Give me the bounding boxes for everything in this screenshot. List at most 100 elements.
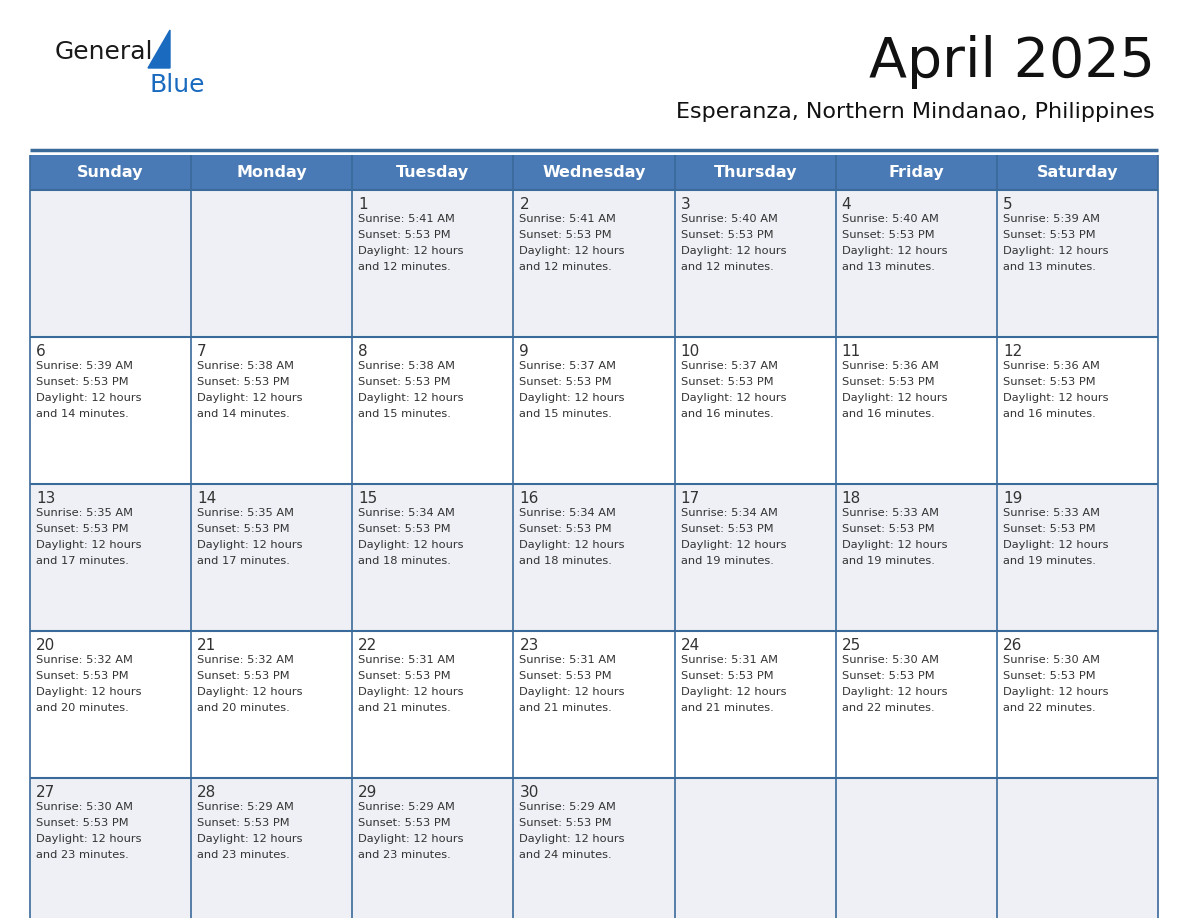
Text: Sunrise: 5:35 AM: Sunrise: 5:35 AM xyxy=(197,508,295,518)
Text: 21: 21 xyxy=(197,638,216,653)
Text: and 14 minutes.: and 14 minutes. xyxy=(36,409,128,419)
Text: Daylight: 12 hours: Daylight: 12 hours xyxy=(1003,246,1108,256)
Text: Sunrise: 5:29 AM: Sunrise: 5:29 AM xyxy=(197,802,293,812)
Text: and 12 minutes.: and 12 minutes. xyxy=(519,262,612,272)
Text: Daylight: 12 hours: Daylight: 12 hours xyxy=(681,246,786,256)
Text: and 23 minutes.: and 23 minutes. xyxy=(359,850,451,860)
Text: and 17 minutes.: and 17 minutes. xyxy=(197,556,290,566)
Text: Daylight: 12 hours: Daylight: 12 hours xyxy=(1003,393,1108,403)
Text: Sunrise: 5:35 AM: Sunrise: 5:35 AM xyxy=(36,508,133,518)
Text: Daylight: 12 hours: Daylight: 12 hours xyxy=(519,687,625,697)
Text: Daylight: 12 hours: Daylight: 12 hours xyxy=(519,540,625,550)
Text: Sunrise: 5:29 AM: Sunrise: 5:29 AM xyxy=(519,802,617,812)
Text: Sunset: 5:53 PM: Sunset: 5:53 PM xyxy=(359,230,451,240)
Text: Daylight: 12 hours: Daylight: 12 hours xyxy=(1003,540,1108,550)
Text: 16: 16 xyxy=(519,491,539,506)
Text: Tuesday: Tuesday xyxy=(397,165,469,180)
Text: and 22 minutes.: and 22 minutes. xyxy=(842,703,934,713)
Text: Daylight: 12 hours: Daylight: 12 hours xyxy=(197,540,303,550)
Text: Daylight: 12 hours: Daylight: 12 hours xyxy=(842,687,947,697)
Bar xyxy=(30,631,1158,778)
Text: Sunset: 5:53 PM: Sunset: 5:53 PM xyxy=(1003,230,1095,240)
Text: Sunset: 5:53 PM: Sunset: 5:53 PM xyxy=(519,671,612,681)
Text: Sunrise: 5:39 AM: Sunrise: 5:39 AM xyxy=(1003,214,1100,224)
Text: Sunset: 5:53 PM: Sunset: 5:53 PM xyxy=(842,230,934,240)
Text: Sunrise: 5:37 AM: Sunrise: 5:37 AM xyxy=(681,361,778,371)
Polygon shape xyxy=(148,30,170,68)
Text: Sunset: 5:53 PM: Sunset: 5:53 PM xyxy=(842,671,934,681)
Text: 28: 28 xyxy=(197,785,216,800)
Text: and 16 minutes.: and 16 minutes. xyxy=(1003,409,1095,419)
Text: Sunset: 5:53 PM: Sunset: 5:53 PM xyxy=(519,377,612,387)
Text: Sunset: 5:53 PM: Sunset: 5:53 PM xyxy=(1003,377,1095,387)
Text: 18: 18 xyxy=(842,491,861,506)
Text: Sunset: 5:53 PM: Sunset: 5:53 PM xyxy=(36,377,128,387)
Text: 14: 14 xyxy=(197,491,216,506)
Text: Sunset: 5:53 PM: Sunset: 5:53 PM xyxy=(681,671,773,681)
Text: 4: 4 xyxy=(842,197,852,212)
Text: and 14 minutes.: and 14 minutes. xyxy=(197,409,290,419)
Text: Sunrise: 5:38 AM: Sunrise: 5:38 AM xyxy=(359,361,455,371)
Text: and 19 minutes.: and 19 minutes. xyxy=(1003,556,1095,566)
Text: Daylight: 12 hours: Daylight: 12 hours xyxy=(1003,687,1108,697)
Text: Sunset: 5:53 PM: Sunset: 5:53 PM xyxy=(1003,671,1095,681)
Text: Sunset: 5:53 PM: Sunset: 5:53 PM xyxy=(681,230,773,240)
Text: 5: 5 xyxy=(1003,197,1012,212)
Text: 17: 17 xyxy=(681,491,700,506)
Text: Sunset: 5:53 PM: Sunset: 5:53 PM xyxy=(359,818,451,828)
Text: 6: 6 xyxy=(36,344,46,359)
Text: General: General xyxy=(55,40,153,64)
Text: 8: 8 xyxy=(359,344,368,359)
Text: Daylight: 12 hours: Daylight: 12 hours xyxy=(681,687,786,697)
Text: and 23 minutes.: and 23 minutes. xyxy=(36,850,128,860)
Text: 29: 29 xyxy=(359,785,378,800)
Text: Sunset: 5:53 PM: Sunset: 5:53 PM xyxy=(197,524,290,534)
Text: Daylight: 12 hours: Daylight: 12 hours xyxy=(197,393,303,403)
Text: Daylight: 12 hours: Daylight: 12 hours xyxy=(36,687,141,697)
Text: Monday: Monday xyxy=(236,165,307,180)
Text: Sunset: 5:53 PM: Sunset: 5:53 PM xyxy=(36,671,128,681)
Text: Sunrise: 5:31 AM: Sunrise: 5:31 AM xyxy=(519,655,617,665)
Text: 11: 11 xyxy=(842,344,861,359)
Text: Sunset: 5:53 PM: Sunset: 5:53 PM xyxy=(519,524,612,534)
Text: Daylight: 12 hours: Daylight: 12 hours xyxy=(519,393,625,403)
Text: Sunrise: 5:33 AM: Sunrise: 5:33 AM xyxy=(842,508,939,518)
Text: Sunrise: 5:38 AM: Sunrise: 5:38 AM xyxy=(197,361,295,371)
Text: 3: 3 xyxy=(681,197,690,212)
Text: and 21 minutes.: and 21 minutes. xyxy=(519,703,612,713)
Text: Sunset: 5:53 PM: Sunset: 5:53 PM xyxy=(359,524,451,534)
Text: Daylight: 12 hours: Daylight: 12 hours xyxy=(519,246,625,256)
Text: Sunrise: 5:36 AM: Sunrise: 5:36 AM xyxy=(1003,361,1100,371)
Text: and 20 minutes.: and 20 minutes. xyxy=(197,703,290,713)
Text: Daylight: 12 hours: Daylight: 12 hours xyxy=(359,687,463,697)
Text: Sunset: 5:53 PM: Sunset: 5:53 PM xyxy=(359,377,451,387)
Text: 26: 26 xyxy=(1003,638,1022,653)
Text: Sunrise: 5:40 AM: Sunrise: 5:40 AM xyxy=(842,214,939,224)
Text: and 21 minutes.: and 21 minutes. xyxy=(359,703,451,713)
Text: Thursday: Thursday xyxy=(713,165,797,180)
Text: Sunrise: 5:32 AM: Sunrise: 5:32 AM xyxy=(36,655,133,665)
Text: Sunrise: 5:31 AM: Sunrise: 5:31 AM xyxy=(359,655,455,665)
Text: Sunset: 5:53 PM: Sunset: 5:53 PM xyxy=(519,230,612,240)
Text: and 22 minutes.: and 22 minutes. xyxy=(1003,703,1095,713)
Text: 30: 30 xyxy=(519,785,539,800)
Text: April 2025: April 2025 xyxy=(868,35,1155,89)
Text: Sunset: 5:53 PM: Sunset: 5:53 PM xyxy=(197,818,290,828)
Text: and 23 minutes.: and 23 minutes. xyxy=(197,850,290,860)
Text: Sunrise: 5:32 AM: Sunrise: 5:32 AM xyxy=(197,655,293,665)
Text: 13: 13 xyxy=(36,491,56,506)
Text: and 13 minutes.: and 13 minutes. xyxy=(1003,262,1095,272)
Text: Sunset: 5:53 PM: Sunset: 5:53 PM xyxy=(681,377,773,387)
Text: Daylight: 12 hours: Daylight: 12 hours xyxy=(359,246,463,256)
Text: Daylight: 12 hours: Daylight: 12 hours xyxy=(359,393,463,403)
Text: and 15 minutes.: and 15 minutes. xyxy=(519,409,612,419)
Text: and 18 minutes.: and 18 minutes. xyxy=(519,556,612,566)
Text: Daylight: 12 hours: Daylight: 12 hours xyxy=(36,393,141,403)
Text: 23: 23 xyxy=(519,638,539,653)
Text: Sunset: 5:53 PM: Sunset: 5:53 PM xyxy=(1003,524,1095,534)
Text: 20: 20 xyxy=(36,638,56,653)
Text: Daylight: 12 hours: Daylight: 12 hours xyxy=(842,246,947,256)
Bar xyxy=(30,155,1158,190)
Text: Saturday: Saturday xyxy=(1037,165,1118,180)
Text: Daylight: 12 hours: Daylight: 12 hours xyxy=(197,687,303,697)
